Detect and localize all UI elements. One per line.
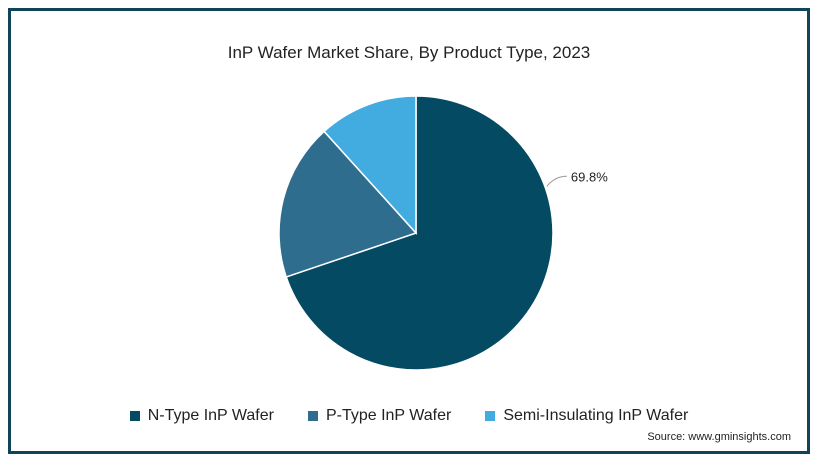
- legend-item-n-type: N-Type InP Wafer: [129, 407, 274, 425]
- legend-swatch-semi-insulating: [485, 411, 496, 421]
- legend-swatch-p-type: [307, 411, 318, 421]
- data-label-1: 69.8%: [571, 169, 608, 184]
- legend-label-semi-insulating: Semi-Insulating InP Wafer: [503, 407, 689, 424]
- pie-slice-2: [278, 130, 418, 278]
- legend-item-p-type: P-Type InP Wafer: [307, 407, 452, 425]
- chart-title: InP Wafer Market Share, By Product Type,…: [227, 43, 591, 62]
- legend-item-semi-insulating: Semi-Insulating InP Wafer: [485, 407, 688, 425]
- legend-label-n-type: N-Type InP Wafer: [147, 407, 274, 424]
- source-note: Source: www.gminsights.com: [647, 431, 791, 443]
- legend-swatch-n-type: [129, 411, 140, 421]
- pie-slice-3: [323, 95, 417, 235]
- legend: N-Type InP Wafer P-Type InP Wafer Semi-I…: [11, 407, 807, 425]
- pie-chart: 69.8%: [278, 95, 608, 371]
- legend-label-p-type: P-Type InP Wafer: [325, 407, 452, 424]
- pie-slice-1: [285, 95, 554, 371]
- data-label-leader-1: [546, 175, 567, 187]
- chart-frame: InP Wafer Market Share, By Product Type,…: [8, 8, 810, 454]
